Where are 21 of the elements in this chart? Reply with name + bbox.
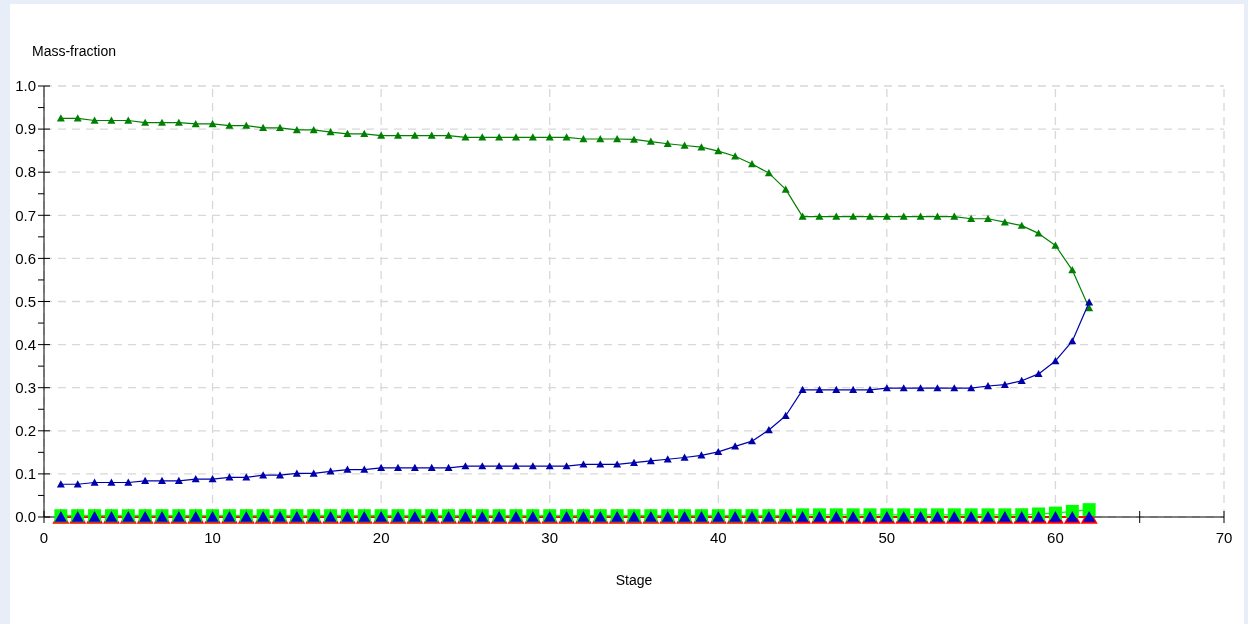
y-tick-label: 0.5 <box>15 292 36 310</box>
x-tick-label: 30 <box>541 529 559 546</box>
y-tick-label: 0.4 <box>15 335 36 353</box>
x-tick-label: 40 <box>709 529 727 546</box>
x-tick-label: 0 <box>39 529 49 546</box>
y-axis-title: Mass-fraction <box>32 43 117 59</box>
x-tick-label: 70 <box>1215 529 1233 546</box>
y-tick-label: 0.1 <box>15 465 36 483</box>
y-tick-label: 0.0 <box>15 508 36 526</box>
y-tick-label: 0.3 <box>15 378 36 396</box>
y-tick-label: 0.8 <box>15 163 36 181</box>
y-tick-label: 0.7 <box>15 206 36 224</box>
y-tick-label: 1.0 <box>15 77 36 95</box>
y-tick-label: 0.9 <box>15 120 36 138</box>
y-tick-label: 0.2 <box>15 422 36 440</box>
x-tick-label: 60 <box>1047 529 1064 546</box>
x-tick-label: 10 <box>204 529 221 546</box>
x-tick-label: 50 <box>878 529 896 546</box>
x-axis-title: Stage <box>615 572 653 588</box>
x-tick-label: 20 <box>372 529 390 546</box>
y-tick-label: 0.6 <box>15 249 36 267</box>
